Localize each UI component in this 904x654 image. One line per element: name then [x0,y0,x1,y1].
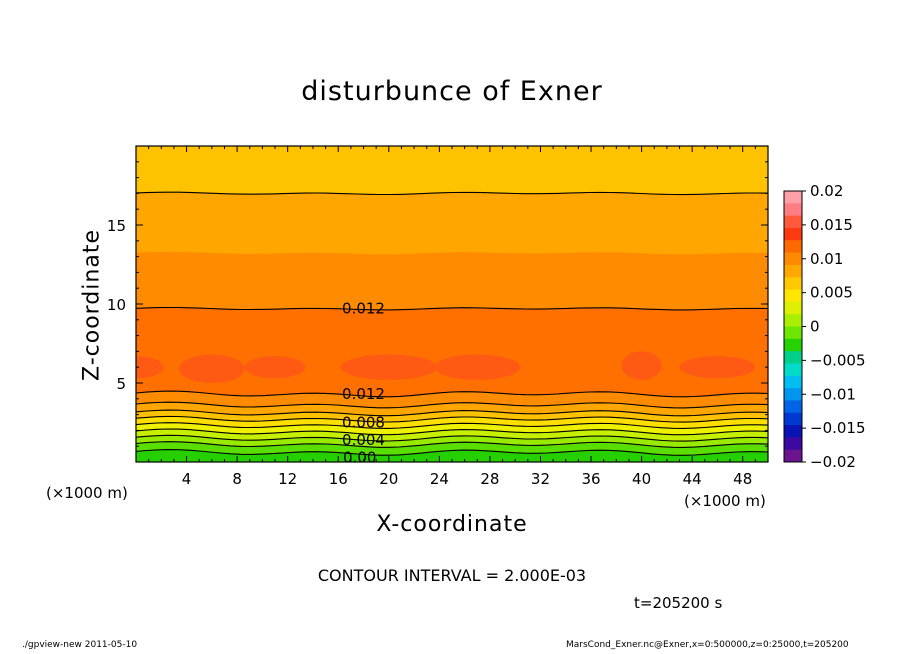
colorbar-segment-12 [784,338,802,352]
highlight-region-0 [136,356,164,379]
colorbar-segment-7 [784,277,802,291]
highlight-region-6 [679,356,756,379]
x-tick-label-10: 44 [683,470,702,488]
contour-label-0: 0.012 [342,300,385,318]
contour-line-8 [136,434,768,442]
contour-band-2 [136,251,768,311]
colorbar-label-3: 0.005 [810,284,853,302]
colorbar-segment-10 [784,314,802,327]
colorbar-segment-15 [784,375,802,389]
contour-band-0 [136,146,768,195]
contour-line-0 [136,191,768,196]
colorbar-segment-0 [784,191,802,204]
colorbar-label-8: −0.02 [810,453,856,471]
colorbar-segment-21 [784,449,802,463]
x-tick-label-11: 48 [733,470,752,488]
chart-title: disturbunce of Exner [301,76,603,107]
y-tick-label-1: 10 [107,296,126,314]
contour-line-9 [136,441,768,448]
contour-line-5 [136,415,768,423]
highlight-region-3 [340,354,437,380]
x-tick-label-0: 4 [182,470,192,488]
contour-line-1 [136,306,768,311]
colorbar-segment-20 [784,437,802,451]
contour-line-6 [136,422,768,429]
x-tick-label-5: 24 [430,470,449,488]
colorbar-label-4: 0 [810,318,820,336]
x-unit-label-right: (×1000 m) [684,492,766,510]
colorbar-segment-19 [784,425,802,438]
footer-right-text: MarsCond_Exner.nc@Exner,x=0:500000,z=0:2… [566,640,849,650]
contour-label-1: 0.012 [342,385,385,403]
contour-label-3: 0.004 [342,431,385,449]
colorbar-segment-4 [784,240,802,254]
x-tick-label-9: 40 [632,470,651,488]
colorbar-label-2: 0.01 [810,250,843,268]
colorbar-label-5: −0.005 [810,351,866,369]
contour-line-7 [136,428,768,436]
contour-interval-text: CONTOUR INTERVAL = 2.000E-03 [317,566,587,585]
colorbar-segment-6 [784,264,802,278]
contour-label-2: 0.008 [342,414,385,432]
highlight-region-1 [178,354,245,383]
x-tick-label-7: 32 [531,470,550,488]
colorbar-segment-13 [784,351,802,364]
contour-line-4 [136,409,768,417]
y-tick-label-2: 15 [107,217,126,235]
colorbar-segment-1 [784,203,802,217]
highlight-region-4 [434,354,521,380]
colorbar-label-6: −0.01 [810,385,856,403]
colorbar-segment-8 [784,289,802,303]
contour-band-1 [136,191,768,255]
colorbar-segment-3 [784,227,802,241]
x-tick-label-2: 12 [278,470,297,488]
colorbar-segment-14 [784,363,802,377]
colorbar-label-7: −0.015 [810,419,866,437]
x-tick-label-4: 20 [379,470,398,488]
contour-band-3 [136,307,768,398]
contour-label-4: 0.00 [343,448,376,466]
colorbar-segment-9 [784,301,802,315]
x-axis-label: X-coordinate [376,512,528,537]
highlight-region-2 [244,356,306,379]
colorbar-segment-17 [784,400,802,414]
x-tick-label-1: 8 [232,470,242,488]
x-tick-label-8: 36 [581,470,600,488]
colorbar-segment-11 [784,326,802,340]
x-tick-label-3: 16 [329,470,348,488]
footer-left-text: ./gpview-new 2011-05-10 [22,640,138,650]
colorbar-segment-2 [784,215,802,229]
x-unit-label-left: (×1000 m) [46,484,128,502]
time-stamp: t=205200 s [634,594,723,612]
contour-line-2 [136,390,768,398]
contour-line-10 [136,449,768,456]
colorbar-segment-16 [784,388,802,401]
contour-line-3 [136,401,768,409]
colorbar-segment-5 [784,252,802,266]
colorbar-label-0: 0.02 [810,182,843,200]
colorbar-segment-18 [784,412,802,426]
colorbar-label-1: 0.015 [810,216,853,234]
x-tick-label-6: 28 [480,470,499,488]
highlight-region-5 [621,351,662,380]
y-tick-label-0: 5 [116,375,126,393]
